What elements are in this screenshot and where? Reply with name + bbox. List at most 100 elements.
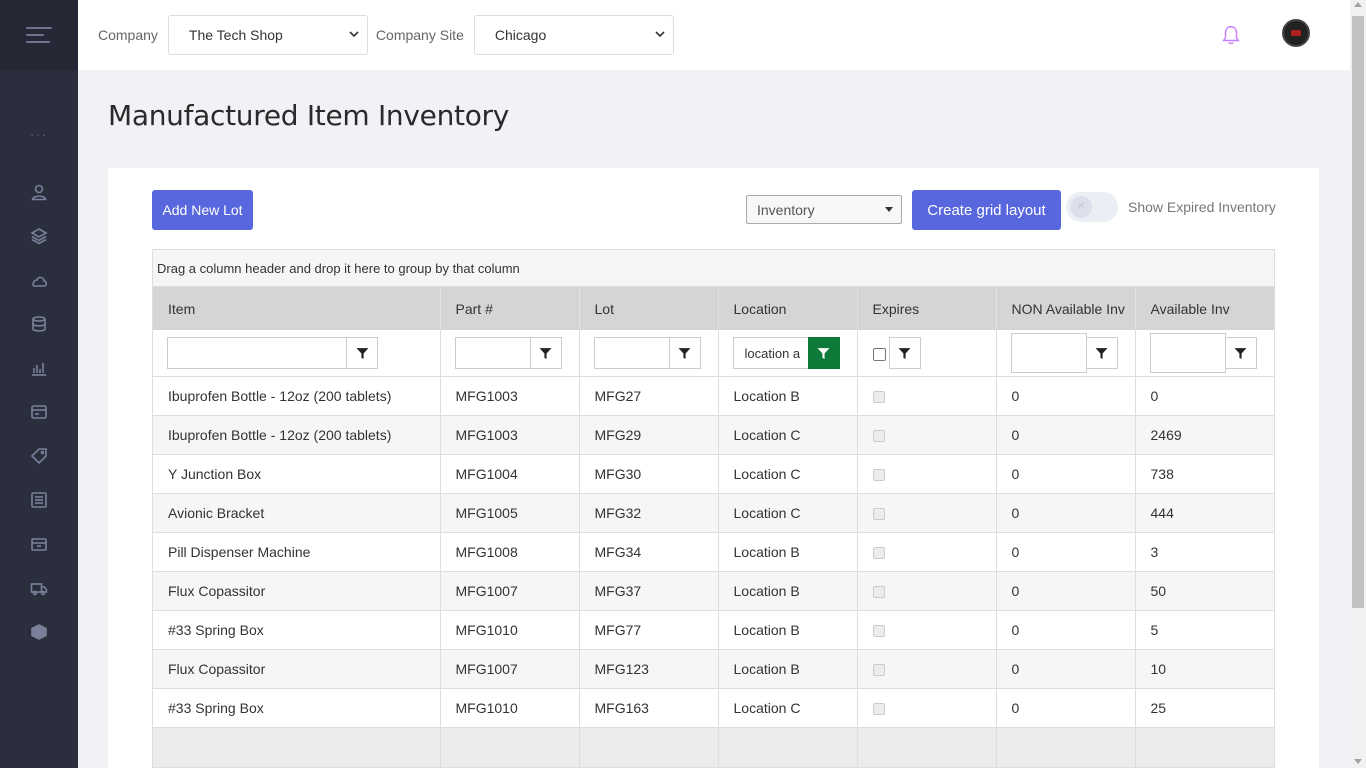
column-header-lot[interactable]: Lot — [579, 287, 719, 330]
inventory-grid: Drag a column header and drop it here to… — [152, 249, 1275, 768]
cell-lot: MFG32 — [579, 493, 719, 533]
empty-cell — [996, 727, 1136, 768]
cell-item: Ibuprofen Bottle - 12oz (200 tablets) — [153, 415, 441, 455]
cell-location: Location C — [718, 454, 858, 494]
filter-cell-location: location a — [718, 330, 858, 377]
column-header-non-available[interactable]: NON Available Inv — [996, 287, 1136, 330]
sidebar-item-chart[interactable] — [0, 346, 78, 390]
scroll-up-arrow-icon[interactable] — [1354, 2, 1362, 7]
part-filter-button[interactable] — [529, 337, 562, 369]
empty-cell — [718, 727, 858, 768]
filter-icon — [898, 347, 911, 359]
page-title: Manufactured Item Inventory — [108, 99, 510, 132]
page-scrollbar[interactable] — [1350, 0, 1366, 768]
lot-filter-input[interactable] — [593, 337, 670, 369]
hamburger-menu-icon[interactable] — [26, 27, 52, 43]
sidebar-item-layers[interactable] — [0, 214, 78, 258]
cell-location: Location B — [718, 610, 858, 650]
table-row[interactable]: Avionic Bracket MFG1005 MFG32 Location C 0 44… — [153, 493, 1274, 533]
part-filter-input[interactable] — [454, 337, 531, 369]
company-site-select-value: Chicago — [494, 27, 547, 43]
cell-expires — [857, 415, 997, 455]
filter-cell-item — [153, 330, 441, 377]
available-filter-button[interactable] — [1224, 337, 1257, 369]
column-header-available[interactable]: Available Inv — [1135, 287, 1274, 330]
filter-icon — [356, 347, 368, 359]
available-filter-input[interactable] — [1149, 333, 1226, 373]
item-filter-input[interactable] — [167, 337, 347, 369]
item-filter-button[interactable] — [346, 337, 378, 369]
non-available-filter-input[interactable] — [1010, 333, 1087, 373]
cell-expires — [857, 610, 997, 650]
cell-part: MFG1010 — [440, 688, 580, 728]
table-row[interactable]: Ibuprofen Bottle - 12oz (200 tablets) MFG… — [153, 415, 1274, 455]
cell-non-available: 0 — [996, 610, 1136, 650]
topbar: Company The Tech Shop Company Site Chica… — [78, 0, 1350, 70]
create-grid-layout-button[interactable]: Create grid layout — [912, 190, 1061, 230]
cell-item: Flux Copassitor — [153, 649, 441, 689]
filter-icon — [817, 347, 830, 359]
table-row[interactable]: Pill Dispenser Machine MFG1008 MFG34 Locati… — [153, 532, 1274, 572]
cell-item: Y Junction Box — [153, 454, 441, 494]
notification-bell-icon[interactable] — [1220, 24, 1242, 46]
location-filter-button[interactable] — [807, 337, 840, 369]
group-by-panel[interactable]: Drag a column header and drop it here to… — [153, 250, 1274, 287]
expires-checkbox — [872, 390, 885, 403]
scrollbar-thumb[interactable] — [1352, 16, 1364, 608]
cell-expires — [857, 649, 997, 689]
filter-cell-lot — [579, 330, 719, 377]
sidebar-item-user[interactable] — [0, 170, 78, 214]
sidebar-item-card[interactable] — [0, 390, 78, 434]
show-expired-toggle[interactable]: ✕ — [1066, 192, 1118, 222]
lot-filter-button[interactable] — [668, 337, 701, 369]
sidebar-item-stack[interactable] — [0, 302, 78, 346]
column-header-part[interactable]: Part # — [440, 287, 580, 330]
filter-icon — [678, 347, 691, 359]
cell-lot: MFG123 — [579, 649, 719, 689]
expires-filter-checkbox[interactable] — [872, 348, 886, 361]
grid-view-select[interactable]: Inventory — [746, 195, 902, 224]
table-row[interactable]: Flux Copassitor MFG1007 MFG37 Location B 0 50 — [153, 571, 1274, 611]
sidebar-item-tag[interactable] — [0, 434, 78, 478]
archive-icon — [31, 538, 47, 551]
column-header-item[interactable]: Item — [153, 287, 441, 330]
column-header-location[interactable]: Location — [718, 287, 858, 330]
expires-checkbox — [872, 507, 885, 520]
sidebar-more-dots: ... — [30, 123, 48, 139]
expires-checkbox — [872, 702, 885, 715]
location-filter-input[interactable]: location a — [732, 337, 809, 369]
non-available-filter-button[interactable] — [1085, 337, 1118, 369]
sidebar-item-truck[interactable] — [0, 566, 78, 610]
company-site-select[interactable]: Chicago — [473, 15, 674, 55]
empty-cell — [153, 727, 441, 768]
cloud-icon — [32, 276, 48, 287]
scroll-down-arrow-icon[interactable] — [1354, 759, 1362, 764]
filter-icon — [539, 347, 552, 359]
cell-part: MFG1005 — [440, 493, 580, 533]
user-avatar[interactable] — [1282, 19, 1310, 47]
cell-item: #33 Spring Box — [153, 610, 441, 650]
cell-location: Location C — [718, 493, 858, 533]
cell-available: 444 — [1135, 493, 1274, 533]
inventory-card: Add New Lot Inventory Create grid layout… — [108, 168, 1319, 768]
cell-lot: MFG27 — [579, 376, 719, 416]
cell-part: MFG1010 — [440, 610, 580, 650]
sidebar-item-cloud[interactable] — [0, 258, 78, 302]
sidebar-item-list[interactable] — [0, 478, 78, 522]
table-row[interactable]: #33 Spring Box MFG1010 MFG163 Location C 0 25 — [153, 688, 1274, 728]
layers-icon — [30, 228, 48, 245]
expires-filter-button[interactable] — [888, 337, 921, 369]
sidebar-item-box[interactable] — [0, 610, 78, 654]
company-select[interactable]: The Tech Shop — [167, 15, 368, 55]
table-row[interactable]: Y Junction Box MFG1004 MFG30 Location C 0 738 — [153, 454, 1274, 494]
close-icon: ✕ — [1070, 196, 1092, 218]
add-new-lot-button[interactable]: Add New Lot — [152, 190, 253, 230]
grid-view-select-value: Inventory — [757, 201, 815, 218]
expires-checkbox — [872, 546, 885, 559]
cell-item: Flux Copassitor — [153, 571, 441, 611]
table-row[interactable]: Ibuprofen Bottle - 12oz (200 tablets) MFG… — [153, 376, 1274, 416]
column-header-expires[interactable]: Expires — [857, 287, 997, 330]
sidebar-item-archive[interactable] — [0, 522, 78, 566]
